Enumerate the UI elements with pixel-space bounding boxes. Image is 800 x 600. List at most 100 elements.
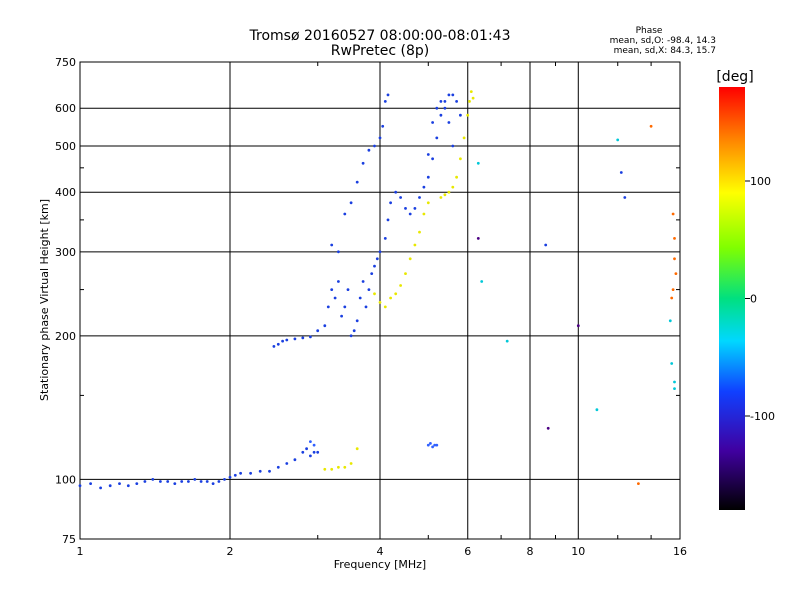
data-point <box>422 212 426 216</box>
data-point <box>413 207 417 210</box>
data-point <box>426 201 430 205</box>
data-point <box>309 335 312 339</box>
data-point <box>408 212 412 216</box>
data-point <box>429 442 432 445</box>
data-point <box>466 113 470 117</box>
x-tick-label: 1 <box>77 545 84 558</box>
data-point <box>358 296 362 300</box>
data-point <box>386 218 390 222</box>
x-tick-label: 4 <box>377 545 384 558</box>
x-axis-ticks: 1 2 4 6 8 10 16 <box>77 62 687 558</box>
y-tick-label: 600 <box>55 102 76 115</box>
data-point <box>337 465 340 469</box>
data-point <box>378 301 382 304</box>
data-point <box>399 196 402 199</box>
colorbar-label: [deg] <box>716 69 753 85</box>
data-point <box>305 447 308 451</box>
data-point <box>276 342 280 346</box>
data-point <box>301 336 305 340</box>
chart-subtitle: RwPretec (8p) <box>331 43 429 59</box>
data-point <box>389 201 392 205</box>
y-axis-label: Stationary phase Virtual Height [km] <box>38 199 51 401</box>
data-point <box>673 380 676 384</box>
data-point <box>301 450 305 454</box>
data-point <box>316 450 320 454</box>
data-point <box>443 193 447 197</box>
data-point <box>399 284 402 287</box>
data-point <box>439 113 443 117</box>
data-point <box>233 473 237 477</box>
data-point <box>476 237 480 240</box>
data-point <box>673 387 676 390</box>
data-point <box>373 292 376 296</box>
data-point <box>389 296 392 300</box>
data-point <box>394 292 398 296</box>
data-point <box>89 482 92 485</box>
data-point <box>459 113 462 117</box>
data-point <box>408 257 412 261</box>
data-point <box>367 288 371 291</box>
data-point <box>422 185 426 189</box>
y-tick-label: 400 <box>55 186 76 199</box>
data-point <box>435 443 439 447</box>
data-point <box>349 201 353 205</box>
data-point <box>451 185 455 189</box>
y-tick-label: 75 <box>62 533 76 546</box>
data-point <box>126 484 130 488</box>
data-point <box>361 161 365 165</box>
data-point <box>619 171 623 174</box>
data-point <box>330 243 334 247</box>
data-point <box>471 96 475 100</box>
data-point <box>135 482 139 485</box>
data-point <box>118 482 121 485</box>
data-point <box>576 324 580 328</box>
data-points <box>78 90 678 490</box>
data-point <box>435 136 439 140</box>
data-point <box>143 480 147 483</box>
data-point <box>159 480 162 483</box>
data-point <box>180 480 184 483</box>
data-point <box>193 478 197 481</box>
data-point <box>418 230 421 234</box>
data-point <box>337 250 340 254</box>
data-point <box>293 458 297 462</box>
data-point <box>413 243 417 247</box>
data-point <box>343 212 347 216</box>
phase-stats-x: mean, sd,X: 84.3, 15.7 <box>614 46 716 56</box>
data-point <box>99 486 102 490</box>
data-point <box>285 338 289 342</box>
data-point <box>108 484 112 488</box>
data-point <box>462 136 466 140</box>
colorbar-tick-label: 0 <box>750 293 757 306</box>
y-tick-label: 500 <box>55 140 76 153</box>
data-point <box>404 272 407 275</box>
data-point <box>378 136 382 140</box>
x-tick-label: 2 <box>227 545 234 558</box>
data-point <box>670 362 674 365</box>
data-point <box>426 443 430 447</box>
data-point <box>355 319 359 323</box>
data-point <box>480 280 484 283</box>
colorbar-tick-label: -100 <box>750 410 775 423</box>
data-point <box>228 475 232 479</box>
data-point <box>333 296 337 300</box>
data-point <box>217 480 221 483</box>
data-point <box>443 100 447 103</box>
data-point <box>383 237 387 240</box>
data-point <box>447 93 451 97</box>
data-point <box>352 329 356 333</box>
data-point <box>346 288 350 291</box>
data-point <box>249 471 253 475</box>
colorbar-ticks: 100 0 -100 <box>745 175 775 423</box>
data-point <box>367 148 371 152</box>
data-point <box>293 337 297 341</box>
data-point <box>340 314 343 318</box>
data-point <box>459 157 462 161</box>
data-point <box>595 408 599 412</box>
data-point <box>426 175 430 179</box>
data-point <box>673 257 676 261</box>
data-point <box>505 339 509 343</box>
data-point <box>451 93 455 97</box>
data-point <box>323 324 327 328</box>
